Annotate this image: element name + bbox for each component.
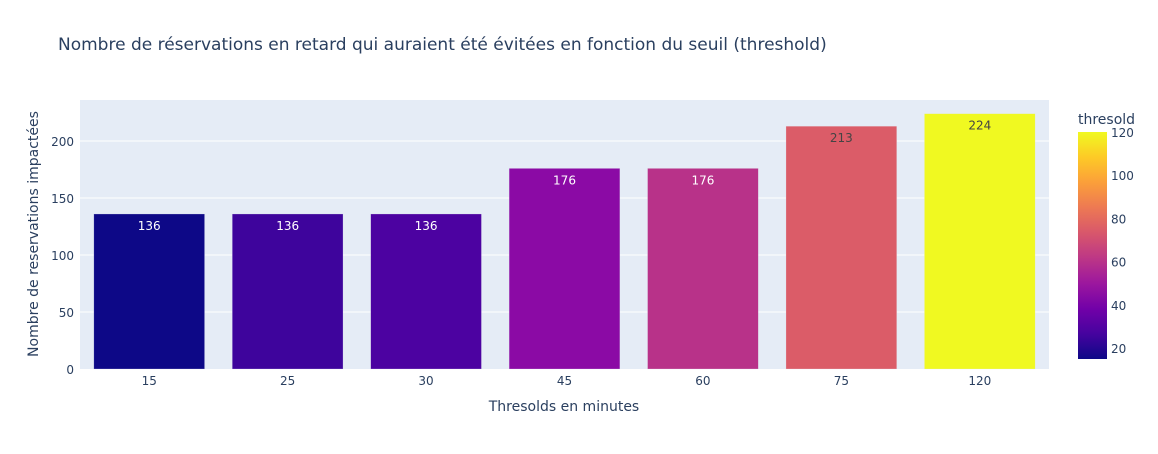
bar-value-label: 213 [830, 131, 853, 145]
colorbar-title: thresold [1078, 112, 1135, 128]
y-tick-label: 200 [51, 135, 74, 149]
colorbar-tick-label: 40 [1111, 299, 1126, 313]
bar-value-label: 176 [691, 173, 714, 187]
bar [508, 168, 621, 370]
bar [232, 213, 344, 370]
colorbar-tick-label: 20 [1111, 342, 1126, 356]
x-tick-label: 60 [695, 374, 710, 388]
bar [370, 213, 482, 370]
x-tick-label: 75 [834, 374, 849, 388]
colorbar-tick-label: 80 [1111, 212, 1126, 226]
colorbar-tick-label: 60 [1111, 256, 1126, 270]
colorbar [1078, 132, 1107, 359]
bar [924, 113, 1036, 370]
chart-title: Nombre de réservations en retard qui aur… [58, 35, 827, 55]
y-tick-label: 50 [59, 306, 74, 320]
y-axis-title: Nombre de reservations impactées [26, 111, 42, 357]
bar-value-label: 136 [276, 219, 299, 233]
bar-value-label: 136 [138, 219, 161, 233]
bar [785, 125, 897, 370]
bar-value-label: 224 [968, 119, 991, 133]
y-tick-label: 0 [66, 363, 74, 377]
bar-value-label: 176 [553, 173, 576, 187]
colorbar-tick-label: 120 [1111, 126, 1134, 140]
x-tick-label: 15 [142, 374, 157, 388]
x-tick-label: 25 [280, 374, 295, 388]
bar [93, 213, 205, 370]
bar-value-label: 136 [415, 219, 438, 233]
colorbar-tick-label: 100 [1111, 169, 1134, 183]
y-tick-label: 100 [51, 249, 74, 263]
x-tick-label: 45 [557, 374, 572, 388]
x-tick-label: 30 [418, 374, 433, 388]
bar [647, 168, 759, 370]
x-tick-label: 120 [968, 374, 991, 388]
x-axis-title: Thresolds en minutes [488, 399, 639, 415]
y-tick-label: 150 [51, 192, 74, 206]
